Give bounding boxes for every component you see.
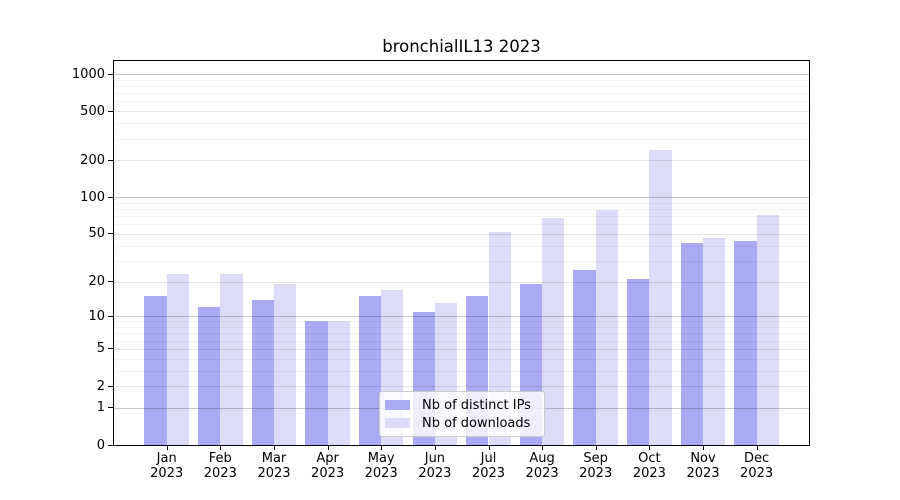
legend-label-distinct-ips: Nb of distinct IPs — [422, 397, 531, 413]
y-tick-label-1: 1 — [96, 400, 105, 416]
chart-title: bronchialIL13 2023 — [382, 37, 541, 56]
bar-ips-dec-2023 — [734, 240, 757, 445]
x-tick-mark-icon — [595, 446, 597, 450]
gridline-500 — [114, 111, 809, 113]
y-tick-label-200: 200 — [80, 152, 105, 168]
x-tick-label-nov-2023: Nov 2023 — [686, 451, 720, 481]
gridline-300 — [114, 138, 809, 140]
bar-downloads-jan-2023 — [166, 274, 189, 445]
gridline-800 — [114, 86, 809, 87]
bar-downloads-dec-2023 — [756, 215, 779, 445]
y-tick-label-50: 50 — [88, 226, 105, 242]
x-tick-mark-icon — [327, 446, 329, 450]
bar-ips-sep-2023 — [573, 270, 596, 445]
x-tick-label-jun-2023: Jun 2023 — [418, 451, 452, 481]
y-tick-label-100: 100 — [80, 189, 105, 205]
y-tick-label-20: 20 — [88, 274, 105, 289]
x-tick-label-dec-2023: Dec 2023 — [740, 451, 774, 481]
gridline-30 — [114, 260, 809, 262]
bar-downloads-oct-2023 — [649, 149, 672, 445]
x-tick-label-sep-2023: Sep 2023 — [579, 451, 613, 481]
gridline-20 — [114, 281, 809, 283]
x-tick-mark-icon — [434, 446, 436, 450]
gridline-7 — [114, 333, 809, 335]
gridline-400 — [114, 123, 809, 125]
x-tick-label-jan-2023: Jan 2023 — [150, 451, 184, 481]
x-tick-mark-icon — [381, 446, 383, 450]
x-tick-mark-icon — [649, 446, 651, 450]
gridline-10 — [114, 316, 809, 318]
legend: Nb of distinct IPs Nb of downloads — [379, 391, 545, 437]
plot-area — [113, 60, 810, 446]
x-tick-mark-icon — [542, 446, 544, 450]
x-tick-mark-icon — [220, 446, 222, 450]
gridline-200 — [114, 160, 809, 162]
bar-downloads-mar-2023 — [274, 284, 297, 445]
x-tick-mark-icon — [274, 446, 275, 450]
x-tick-mark-icon — [166, 446, 168, 450]
legend-swatch-downloads-icon — [385, 418, 410, 428]
bar-downloads-sep-2023 — [595, 209, 618, 445]
gridline-8 — [114, 327, 809, 328]
x-tick-label-jul-2023: Jul 2023 — [471, 451, 506, 481]
y-tick-label-1000: 1000 — [71, 66, 105, 82]
x-tick-label-apr-2023: Apr 2023 — [311, 451, 345, 481]
legend-item-downloads: Nb of downloads — [385, 414, 539, 432]
bar-ips-nov-2023 — [680, 243, 703, 445]
gridline-6 — [114, 340, 809, 342]
gridline-1000 — [114, 74, 809, 75]
legend-label-downloads: Nb of downloads — [422, 415, 531, 431]
bar-downloads-nov-2023 — [703, 238, 726, 445]
x-tick-mark-icon — [756, 446, 758, 450]
y-tick-label-0: 0 — [96, 437, 105, 453]
gridline-90 — [114, 202, 809, 204]
y-tick-label-10: 10 — [88, 308, 105, 324]
bar-ips-apr-2023 — [305, 321, 328, 446]
bar-downloads-apr-2023 — [327, 321, 350, 446]
x-tick-label-oct-2023: Oct 2023 — [632, 451, 666, 481]
gridline-9 — [114, 321, 809, 323]
gridline-3 — [114, 370, 809, 372]
gridline-70 — [114, 216, 809, 218]
legend-swatch-distinct-ips-icon — [385, 400, 410, 410]
x-tick-label-feb-2023: Feb 2023 — [203, 451, 237, 481]
gridline-600 — [114, 101, 809, 103]
x-tick-label-may-2023: May 2023 — [364, 451, 398, 481]
gridline-4 — [114, 358, 809, 360]
gridline-2 — [114, 386, 809, 387]
x-tick-label-mar-2023: Mar 2023 — [257, 451, 291, 481]
bar-downloads-feb-2023 — [220, 274, 243, 445]
gridline-100 — [114, 197, 809, 199]
gridline-5 — [114, 348, 809, 350]
y-tick-label-2: 2 — [96, 378, 105, 394]
gridline-80 — [114, 209, 809, 210]
bar-ips-oct-2023 — [627, 279, 650, 445]
gridline-40 — [114, 245, 809, 247]
bar-ips-jan-2023 — [144, 296, 167, 445]
bar-ips-mar-2023 — [251, 299, 274, 445]
x-tick-mark-icon — [703, 446, 704, 450]
x-tick-mark-icon — [488, 446, 490, 450]
legend-item-distinct-ips: Nb of distinct IPs — [385, 396, 539, 414]
y-tick-label-500: 500 — [80, 103, 105, 119]
gridline-900 — [114, 79, 809, 81]
x-tick-label-aug-2023: Aug 2023 — [525, 451, 559, 481]
bar-ips-may-2023 — [358, 296, 382, 445]
gridline-700 — [114, 93, 809, 95]
gridline-50 — [114, 233, 809, 235]
gridline-60 — [114, 224, 809, 226]
bar-downloads-aug-2023 — [542, 217, 565, 445]
grid-layer — [114, 61, 809, 445]
y-tick-label-5: 5 — [96, 341, 105, 357]
bar-ips-feb-2023 — [198, 307, 221, 445]
